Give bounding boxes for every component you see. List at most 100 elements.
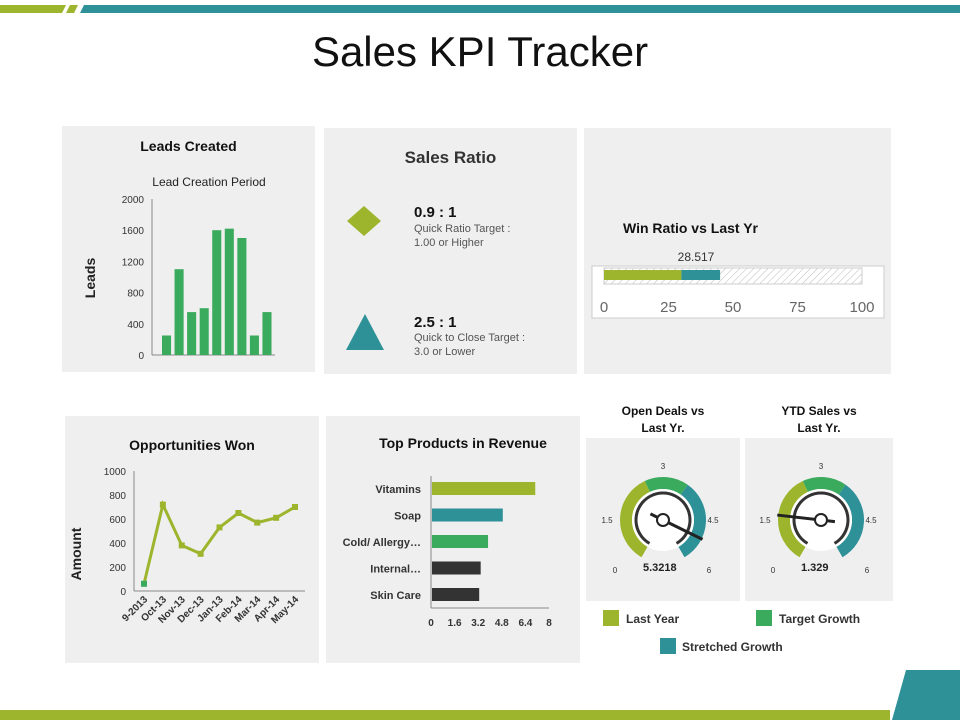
top-products-title: Top Products in Revenue: [379, 435, 547, 451]
win-ratio-title: Win Ratio vs Last Yr: [623, 220, 758, 236]
legend-swatch-last-year: [603, 610, 619, 626]
legend-last-year: Last Year: [626, 612, 680, 626]
top-bar-lime-stripe: [66, 5, 78, 13]
win-ratio-tick-label: 0: [600, 299, 608, 316]
opportunities-point: [254, 519, 261, 526]
opportunities-point: [235, 510, 242, 516]
opportunities-ylabel: Amount: [68, 527, 84, 580]
top-products-bar: [432, 588, 480, 601]
ytd-sales-band: [802, 477, 846, 495]
leads-ytick-label: 1200: [122, 257, 145, 268]
top-products-category-label: Internal…: [370, 564, 421, 576]
top-products-bar: [432, 482, 536, 495]
opportunities-ytick-label: 200: [109, 563, 126, 574]
leads-ytick-label: 1600: [122, 226, 145, 237]
ytd-sales-tick-label: 3: [819, 462, 824, 471]
leads-bar: [162, 335, 172, 355]
ytd-sales-hub: [814, 513, 828, 527]
ytd-sales-title-line2: Last Yr.: [797, 421, 841, 435]
leads-bar: [174, 269, 184, 355]
win-ratio-tick-label: 50: [725, 299, 742, 316]
open-deals-tick-label: 3: [661, 462, 666, 471]
top-products-bar: [432, 561, 481, 575]
opportunities-point: [292, 504, 298, 510]
leads-ytick-label: 400: [127, 320, 144, 331]
close-ratio-desc-line1: Quick to Close Target :: [414, 332, 526, 344]
top-accent-svg: [0, 5, 960, 13]
win-ratio-chart: 28.517 0 25 50 75 100: [591, 250, 885, 319]
open-deals-value-label: 5.3218: [643, 562, 677, 574]
leads-bar: [224, 228, 234, 355]
open-deals-band: [644, 477, 688, 495]
top-products-bar: [432, 535, 489, 548]
ytd-sales-value-label: 1.329: [801, 562, 829, 574]
ytd-sales-title: YTD Sales vs Last Yr.: [745, 403, 893, 437]
top-products-category-label: Cold/ Allergy…: [343, 537, 421, 549]
ytd-sales-title-line1: YTD Sales vs: [781, 404, 857, 418]
opportunities-point: [197, 550, 204, 557]
opportunities-ytick-label: 400: [109, 539, 126, 550]
opportunities-point: [178, 542, 185, 549]
open-deals-title: Open Deals vs Last Yr.: [586, 403, 740, 437]
top-bar-teal: [80, 5, 960, 13]
win-ratio-tick-label: 25: [660, 299, 677, 316]
bottom-accent-svg: [0, 670, 960, 720]
opportunities-ytick-label: 800: [109, 491, 126, 502]
ytd-sales-inner-ring: [792, 491, 850, 545]
bottom-bar-teal: [892, 670, 960, 720]
open-deals-tick-label: 0: [613, 566, 618, 575]
leads-bar: [212, 230, 222, 355]
bottom-bar-lime: [0, 710, 890, 720]
win-ratio-tick-label: 100: [849, 299, 874, 316]
top-products-bar: [432, 508, 503, 522]
top-products-xtick-label: 8: [546, 618, 552, 629]
open-deals-tick-label: 1.5: [601, 516, 613, 525]
leads-title: Leads Created: [140, 138, 237, 154]
top-bar-lime: [0, 5, 66, 13]
top-products-chart: Vitamins Soap Cold/ Allergy… Internal… Skin …: [343, 476, 552, 629]
close-ratio-triangle-icon: [346, 314, 384, 350]
top-products-xtick-label: 4.8: [495, 618, 509, 629]
open-deals-title-line1: Open Deals vs: [621, 404, 705, 418]
opportunities-point: [216, 524, 223, 531]
leads-ytick-label: 2000: [122, 195, 145, 206]
leads-ytick-label: 0: [138, 351, 144, 362]
quick-ratio-value: 0.9 : 1: [414, 204, 457, 221]
top-products-xtick-label: 1.6: [448, 618, 462, 629]
open-deals-hub: [656, 513, 670, 527]
opportunities-point: [159, 501, 166, 508]
leads-bar: [237, 238, 247, 355]
opportunities-series-line: [142, 500, 296, 585]
win-ratio-segment: [604, 270, 682, 280]
bottom-accent-bar: [0, 670, 960, 720]
opportunities-point: [141, 580, 147, 587]
win-ratio-tick-label: 75: [789, 299, 806, 316]
top-products-xtick-label: 0: [428, 618, 434, 629]
open-deals-tick-label: 4.5: [707, 516, 719, 525]
ytd-sales-tick-label: 6: [865, 566, 870, 575]
panel-opportunities: [65, 416, 319, 663]
leads-ytick-label: 800: [127, 289, 144, 300]
ytd-sales-band: [778, 481, 809, 558]
top-products-category-label: Soap: [394, 511, 421, 523]
open-deals-gauge: 0 1.5 3 4.5 6 5.3218: [601, 462, 719, 575]
legend-target-growth: Target Growth: [779, 612, 861, 626]
top-products-category-label: Vitamins: [375, 484, 421, 496]
top-products-xtick-label: 3.2: [471, 618, 485, 629]
opportunities-ytick-label: 1000: [104, 467, 127, 478]
leads-bar: [249, 335, 259, 355]
open-deals-title-line2: Last Yr.: [641, 421, 685, 435]
leads-ylabel: Leads: [82, 258, 98, 299]
legend-swatch-target-growth: [756, 610, 772, 626]
leads-chart: Lead Creation Period Leads 2000 1600 1200 8…: [82, 175, 275, 362]
ytd-sales-gauge: 0 1.5 3 4.5 6 1.329: [759, 462, 877, 575]
quick-ratio-desc-line1: Quick Ratio Target :: [414, 223, 511, 235]
win-ratio-segment: [681, 270, 721, 280]
opportunities-point: [273, 514, 280, 521]
quick-ratio-desc: Quick Ratio Target : 1.00 or Higher: [414, 222, 574, 250]
leads-bar: [187, 312, 197, 355]
open-deals-inner-ring: [634, 491, 692, 545]
quick-ratio-desc-line2: 1.00 or Higher: [414, 237, 484, 249]
ytd-sales-tick-label: 0: [771, 566, 776, 575]
ytd-sales-tick-label: 4.5: [865, 516, 877, 525]
